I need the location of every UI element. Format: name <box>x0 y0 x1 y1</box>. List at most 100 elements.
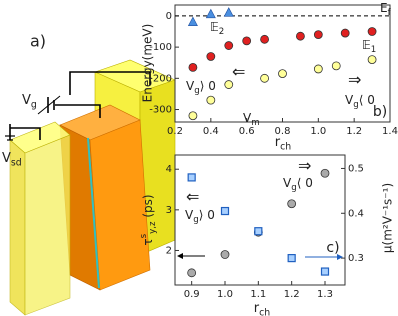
x-tick-label: 1.3 <box>317 289 333 300</box>
y2-tick-label: 0.4 <box>348 208 364 219</box>
annotation: ⇐ <box>186 187 199 206</box>
annotation-main: 𝔼 <box>362 38 371 52</box>
data-point <box>331 61 341 71</box>
annotation-rest: ⟨ 0 <box>297 176 313 190</box>
y-tick-label: 4 <box>166 164 172 175</box>
data-point <box>287 199 297 209</box>
pointer-head <box>177 253 183 259</box>
annotation-sub: 2 <box>219 27 225 37</box>
x-tick-label: 1.0 <box>217 289 233 300</box>
y2-tick-label: 0.5 <box>348 163 364 174</box>
x-axis-label: rch <box>275 135 291 153</box>
annotation: Vg⟨ 0 <box>345 93 375 110</box>
annotation-sub: g <box>291 183 296 193</box>
annotation-main: 𝔼 <box>210 20 219 34</box>
data-point <box>254 227 263 236</box>
y-tick-label: -300 <box>149 105 172 116</box>
y-axis-label-sub: y,z <box>148 221 158 234</box>
annotation: Vg⟩ 0 <box>186 79 216 96</box>
data-point <box>278 69 287 79</box>
oxide-edge <box>87 137 100 289</box>
annotation-rest: ⟨ 0 <box>359 93 375 107</box>
y-tick-label: 0 <box>166 11 172 22</box>
sd-voltage-sub: sd <box>11 157 22 168</box>
annotation: Vg⟩ 0 <box>185 208 215 225</box>
annotation-sub: m <box>251 118 259 128</box>
y-tick-label: 2 <box>166 245 172 256</box>
annotation: ⇐ <box>232 62 245 81</box>
panel-label: b) <box>373 104 387 120</box>
data-point <box>205 8 216 19</box>
data-point <box>224 80 234 89</box>
x-tick-label: 1.2 <box>284 289 300 300</box>
x-tick-label: 0.8 <box>275 126 291 137</box>
data-point <box>206 95 216 105</box>
x-axis-label-sub: ch <box>280 141 291 152</box>
data-point <box>313 64 323 74</box>
data-point <box>320 168 330 178</box>
data-point <box>220 206 230 216</box>
y-axis-label: Energy(meV) <box>141 24 155 103</box>
annotation: Vm <box>243 111 260 128</box>
data-point <box>188 63 198 72</box>
panel-label: c) <box>326 240 339 256</box>
annotation-main: V <box>186 79 195 93</box>
x-axis-label-main: r <box>275 135 281 150</box>
x-tick-label: 1.1 <box>250 289 266 300</box>
data-point <box>260 73 269 83</box>
annotation-rest: ⟩ 0 <box>199 208 215 222</box>
pointer-head <box>337 254 343 260</box>
gate-wire <box>55 104 101 118</box>
y-axis-label-main: τ <box>141 238 155 245</box>
annotation-main: V <box>345 93 354 107</box>
data-point <box>242 36 252 46</box>
data-point <box>224 41 234 50</box>
battery-arrow <box>37 95 61 115</box>
data-point <box>320 267 330 276</box>
data-point <box>367 27 377 36</box>
annotation-sub: g <box>194 86 199 96</box>
annotation: 𝔼2 <box>210 20 224 37</box>
y-axis-label: τsy,z (ps) <box>139 194 158 245</box>
y-axis-label-sup: s <box>139 233 149 238</box>
annotation-sub: g <box>353 100 358 110</box>
annotation-main: V <box>185 208 194 222</box>
data-point <box>313 30 323 40</box>
annotation-sub: f <box>388 8 392 18</box>
y-axis-label-rest: (ps) <box>141 194 155 221</box>
annotation-main: ⇐ <box>186 187 199 206</box>
annotation-sub: g <box>193 215 198 225</box>
x-axis-label: rch <box>254 301 270 316</box>
annotation: Vg⟨ 0 <box>283 176 313 193</box>
data-point <box>367 55 377 64</box>
data-point <box>223 7 234 17</box>
data-point <box>206 52 216 61</box>
device-drawing: a) <box>5 32 176 316</box>
x-tick-label: 1.0 <box>310 126 326 137</box>
annotation-main: V <box>243 111 252 125</box>
annotation-main: V <box>283 176 292 190</box>
annotation-rest: ⟩ 0 <box>200 79 216 93</box>
annotation: ⇒ <box>348 70 361 89</box>
x-axis-label-sub: ch <box>259 307 270 316</box>
y-tick-label: -100 <box>149 42 172 53</box>
slab-front <box>24 134 71 316</box>
data-point <box>187 173 196 182</box>
plot-frame <box>174 154 346 286</box>
x-tick-label: 1.2 <box>346 126 362 137</box>
x-tick-label: 0.4 <box>203 126 219 137</box>
x-tick-label: 0.9 <box>184 289 200 300</box>
x-axis-label-main: r <box>254 301 260 316</box>
data-point <box>187 268 197 278</box>
data-point <box>296 31 305 41</box>
x-tick-label: 0.2 <box>167 126 183 137</box>
x-tick-label: 1.4 <box>382 126 398 137</box>
data-point <box>187 16 198 26</box>
y2-axis-label: μ(m²V⁻¹s⁻¹) <box>381 183 395 253</box>
channel-front <box>89 119 151 291</box>
y-tick-label: 3 <box>166 205 172 216</box>
gate-voltage: Vg <box>22 93 37 111</box>
annotation-main: ⇒ <box>348 70 361 89</box>
sd-voltage: Vsd <box>2 151 22 169</box>
